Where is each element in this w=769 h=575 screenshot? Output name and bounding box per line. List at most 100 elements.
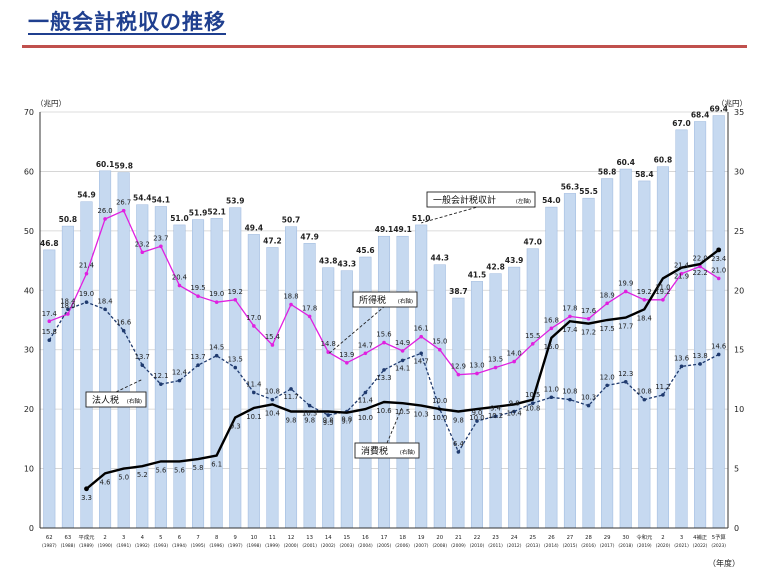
label-corporate-tax: 14.7	[414, 357, 429, 365]
bar-label-total: 49.1	[393, 225, 412, 234]
point-income-tax	[456, 372, 461, 377]
label-consumption-tax: 9.3	[230, 422, 241, 430]
point-income-tax	[84, 271, 89, 276]
label-consumption-tax: 9.8	[304, 417, 315, 425]
right-tick-label: 30	[734, 167, 744, 176]
bar-total	[285, 226, 298, 529]
bar-total	[43, 249, 56, 529]
label-consumption-tax: 17.5	[600, 325, 615, 333]
x-tick-label: 20	[436, 535, 443, 541]
bar-label-total: 54.9	[77, 191, 96, 200]
label-corporate-tax: 14.1	[395, 364, 410, 372]
x-tick-label: 19	[418, 535, 425, 541]
x-tick-label: 21	[455, 535, 462, 541]
point-corporate-tax	[121, 328, 126, 333]
point-corporate-tax	[716, 352, 721, 357]
bar-total	[340, 270, 353, 529]
x-tick-label: 3	[680, 535, 683, 541]
x-tick-label: 23	[492, 535, 499, 541]
x-tick-sublabel: (2021)	[674, 543, 689, 549]
point-corporate-tax	[493, 414, 498, 419]
point-corporate-tax	[605, 383, 609, 388]
label-corporate-tax: 18.4	[98, 297, 113, 305]
x-tick-label: 26	[548, 535, 555, 541]
page-title: 一般会計税収の推移	[28, 10, 226, 34]
x-tick-label: 2	[103, 535, 106, 541]
label-corporate-tax: 14.5	[209, 344, 224, 352]
bar-total	[619, 168, 632, 529]
bar-label-total: 58.8	[598, 168, 617, 177]
point-income-tax	[493, 365, 498, 370]
label-consumption-tax: 9.8	[453, 417, 464, 425]
point-income-tax	[270, 343, 275, 347]
label-corporate-tax: 9.8	[509, 400, 520, 408]
point-corporate-tax	[530, 401, 535, 406]
bar-label-total: 54.0	[542, 196, 561, 205]
label-corporate-tax: 11.0	[544, 385, 559, 393]
x-tick-label: 22	[474, 535, 481, 541]
point-income-tax	[475, 371, 479, 376]
bar-label-total: 69.4	[709, 105, 728, 114]
bar-total	[694, 121, 707, 529]
label-corporate-tax: 9.4	[490, 404, 501, 412]
label-income-tax: 23.2	[135, 240, 150, 248]
bar-label-total: 47.9	[300, 232, 319, 241]
x-tick-sublabel: (2014)	[544, 543, 559, 549]
left-tick-label: 70	[24, 108, 34, 117]
x-tick-sublabel: (1987)	[42, 543, 57, 549]
label-consumption-tax: 10.3	[414, 411, 429, 419]
point-income-tax	[103, 217, 107, 221]
label-income-tax: 17.8	[562, 304, 577, 312]
legend-corporate-tax-label: 法人税	[92, 394, 119, 406]
point-corporate-tax	[456, 450, 461, 454]
point-income-tax	[196, 294, 200, 299]
label-corporate-tax: 13.5	[228, 356, 243, 364]
x-tick-label: 3	[122, 535, 125, 541]
bar-label-total: 60.8	[654, 156, 673, 165]
bar-total	[377, 235, 391, 529]
x-tick-sublabel: (1999)	[265, 543, 280, 549]
label-consumption-tax: 18.4	[637, 314, 652, 322]
x-tick-label: 62	[46, 535, 53, 541]
x-tick-label: 30	[622, 535, 629, 541]
point-income-tax	[716, 276, 721, 281]
bar-label-total: 56.3	[561, 182, 580, 191]
point-income-tax	[214, 300, 219, 304]
label-consumption-tax: 10.6	[376, 407, 391, 415]
label-income-tax: 26.7	[116, 199, 131, 207]
label-consumption-tax: 5.6	[155, 466, 166, 474]
point-corporate-tax	[400, 358, 405, 363]
label-income-tax: 16.8	[544, 316, 559, 324]
point-income-tax	[437, 347, 442, 352]
x-tick-label: 4	[141, 535, 145, 541]
label-income-tax: 22.0	[693, 255, 708, 263]
label-corporate-tax: 10.8	[637, 388, 652, 396]
label-income-tax: 18.0	[60, 302, 75, 310]
legend-income-tax-suffix: (右軸)	[398, 297, 413, 305]
x-tick-sublabel: (1990)	[98, 543, 113, 549]
label-income-tax: 18.9	[600, 291, 615, 299]
label-income-tax: 19.2	[228, 288, 243, 296]
point-income-tax	[661, 297, 665, 302]
legend-total-leader	[421, 205, 482, 224]
bar-total	[470, 281, 483, 529]
bar-total	[489, 273, 502, 529]
left-tick-label: 10	[24, 465, 34, 474]
x-tick-label: 27	[567, 535, 574, 541]
point-income-tax	[568, 314, 572, 319]
x-tick-label: 平成元	[79, 533, 96, 541]
label-consumption-tax: 10.8	[525, 405, 540, 413]
x-tick-label: 令和元	[636, 533, 653, 541]
right-tick-label: 15	[734, 346, 744, 355]
point-income-tax	[326, 350, 331, 354]
point-corporate-tax	[623, 380, 628, 384]
x-tick-sublabel: (2017)	[600, 543, 615, 549]
x-tick-label: 18	[399, 535, 406, 541]
label-corporate-tax: 10.8	[265, 388, 280, 396]
label-consumption-tax: 17.7	[618, 323, 633, 331]
label-income-tax: 17.0	[246, 314, 261, 322]
label-income-tax: 14.8	[321, 340, 336, 348]
x-axis-unit: （年度）	[708, 558, 740, 568]
x-tick-sublabel: (2004)	[358, 543, 373, 549]
